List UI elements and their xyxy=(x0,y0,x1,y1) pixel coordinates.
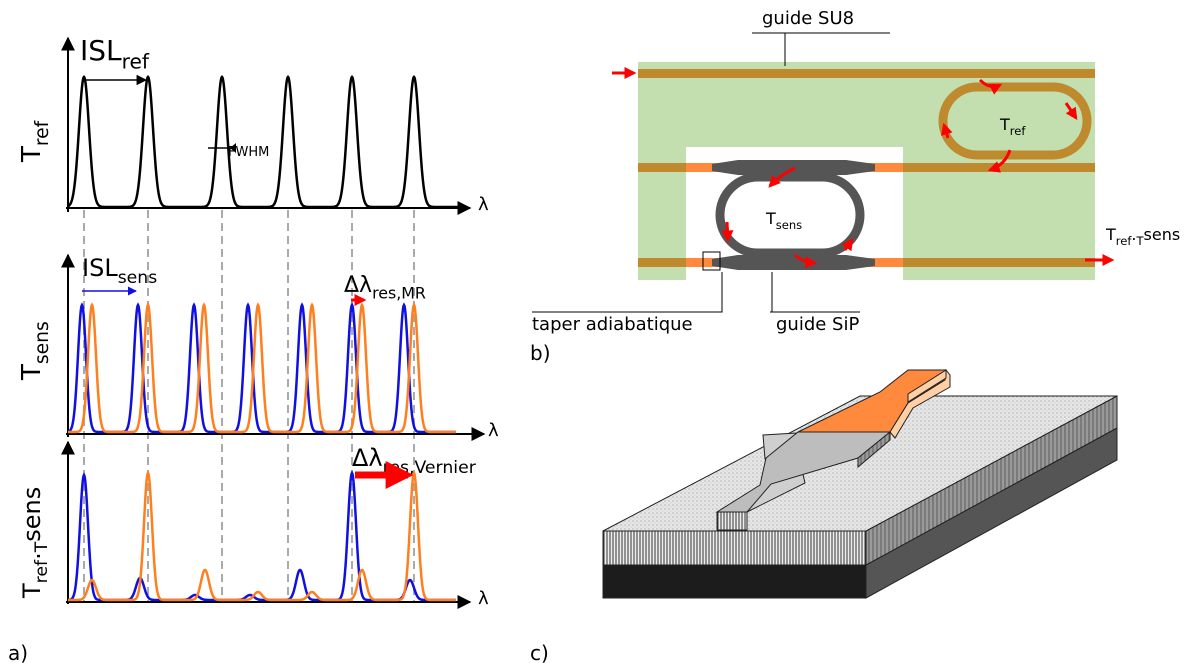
width-label: FWHM xyxy=(228,145,269,160)
label-part: ISL xyxy=(82,254,118,282)
subscript: ref xyxy=(122,49,150,73)
y-axis-label: Tsens xyxy=(17,321,53,381)
panel-label: b) xyxy=(530,341,551,365)
waveguide xyxy=(638,258,686,267)
label-part: T xyxy=(999,115,1010,134)
light-arrow xyxy=(978,78,1003,95)
taper-box xyxy=(702,251,721,271)
substrate-front xyxy=(602,564,867,599)
waveguide xyxy=(638,163,686,172)
spectrum xyxy=(68,302,456,434)
oxide-front xyxy=(602,530,867,566)
label-part: Δλ xyxy=(352,444,383,472)
light-arrow xyxy=(841,238,854,252)
spacing-label: ISLsens xyxy=(82,254,157,288)
subscript: ref xyxy=(32,559,52,583)
subscript: sens xyxy=(32,321,53,364)
subscript: ref xyxy=(32,120,53,146)
light-arrow xyxy=(1064,102,1078,120)
light-arrow xyxy=(721,221,734,243)
spectrum xyxy=(67,75,460,209)
label-part: T xyxy=(18,583,46,599)
guide-side xyxy=(857,430,891,469)
label-part: Δλ xyxy=(344,273,372,298)
waveguide-label: guide SiP xyxy=(776,314,859,335)
output-label: Tref.Tsens xyxy=(1105,225,1180,248)
ring-sens xyxy=(715,172,865,258)
panel-label: a) xyxy=(8,641,28,663)
leader xyxy=(532,272,723,313)
waveguide xyxy=(638,69,1095,78)
silicon-guide xyxy=(712,255,875,270)
label-part: sens xyxy=(18,487,46,542)
spectrum xyxy=(68,470,456,602)
subscript: ref xyxy=(1010,124,1027,138)
subscript: sens xyxy=(776,218,802,232)
label-part: T xyxy=(765,209,776,228)
leader xyxy=(770,272,860,313)
subscript: T xyxy=(1136,234,1145,248)
width-tick xyxy=(230,143,236,153)
ring-ref xyxy=(938,82,1092,160)
label-part: T xyxy=(1105,225,1116,244)
label-part: T xyxy=(17,364,47,381)
x-axis-label: λ xyxy=(478,588,489,609)
ring-label: Tsens xyxy=(765,209,802,232)
label-part: . xyxy=(1131,225,1136,244)
label-part: T xyxy=(17,146,47,163)
subscript: res,MR xyxy=(372,284,426,303)
subscript: T xyxy=(32,541,52,553)
label-part: sens xyxy=(1144,225,1181,244)
guide-front xyxy=(716,511,748,531)
y-axis-label: Tref xyxy=(17,120,53,163)
light-arrow xyxy=(768,166,796,188)
taper-label: taper adiabatique xyxy=(532,314,693,335)
orange-side xyxy=(889,368,951,439)
light-arrow xyxy=(987,149,1012,173)
shift-label: Δλres,MR xyxy=(344,273,426,303)
x-axis-label: λ xyxy=(488,420,499,441)
subscript: ref xyxy=(1116,234,1133,248)
leader xyxy=(752,32,890,66)
spacing-label: ISLref xyxy=(80,34,150,73)
light-arrow xyxy=(941,122,953,139)
panel-label: c) xyxy=(530,641,549,663)
spectrum xyxy=(67,470,456,602)
label-part: ISL xyxy=(80,34,122,67)
waveguide-label: guide SU8 xyxy=(762,8,854,29)
orange-end xyxy=(907,369,947,403)
y-axis-label: Tref.Tsens xyxy=(18,487,52,599)
label-part: . xyxy=(18,552,46,560)
waveguide xyxy=(903,258,1095,267)
x-axis-label: λ xyxy=(478,194,489,215)
ring-label: Tref xyxy=(999,115,1026,138)
subscript: sens xyxy=(118,268,158,288)
light-arrow xyxy=(793,253,818,269)
